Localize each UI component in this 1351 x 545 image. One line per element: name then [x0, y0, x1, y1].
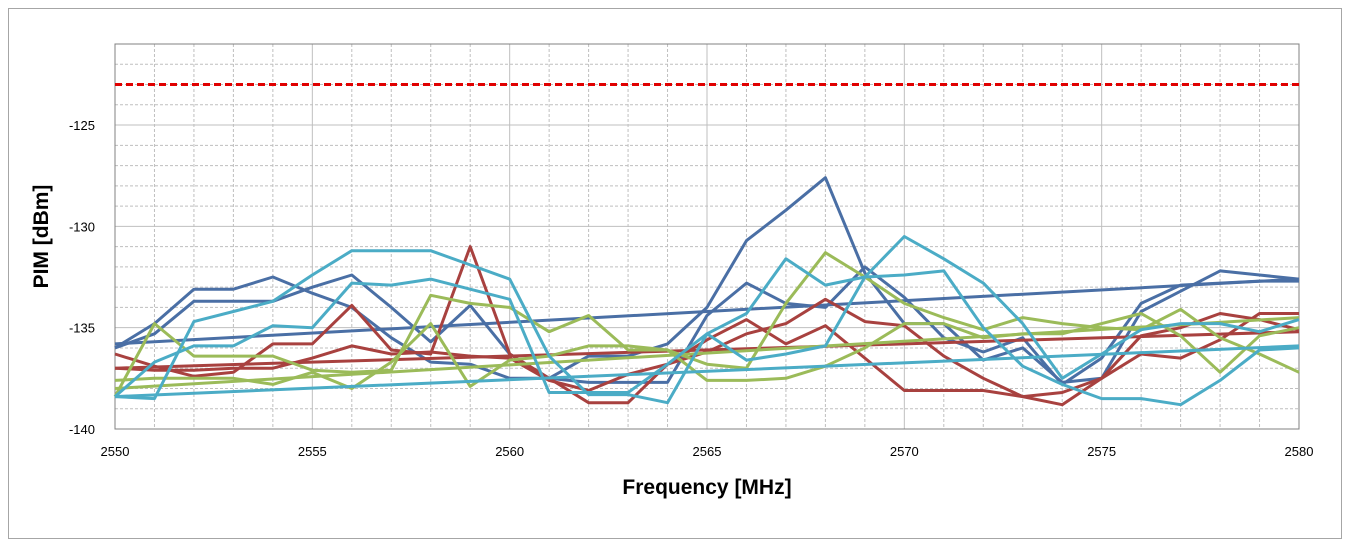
y-axis-title: PIM [dBm] [30, 185, 53, 289]
chart-frame [8, 8, 1342, 539]
plot-area [114, 43, 1300, 430]
y-tick-label: -140 [69, 422, 95, 437]
x-tick-label: 2575 [1087, 444, 1116, 459]
series-line-6 [114, 330, 1300, 370]
x-axis-ticks: 2550 2555 2560 2565 2570 2575 2580 [101, 444, 1314, 459]
x-tick-label: 2580 [1285, 444, 1314, 459]
x-axis-title: Frequency [MHz] [622, 476, 791, 499]
series-line-8 [114, 312, 1300, 390]
y-tick-label: -130 [69, 219, 95, 234]
series-line-2 [114, 265, 1299, 386]
y-tick-label: -125 [69, 118, 95, 133]
x-tick-label: 2570 [890, 444, 919, 459]
series-line-12 [114, 344, 1300, 399]
y-axis-ticks: -125 -130 -135 -140 [69, 118, 95, 437]
x-tick-label: 2560 [495, 444, 524, 459]
x-tick-label: 2565 [693, 444, 722, 459]
series-line-11 [114, 269, 1300, 407]
series-line-9 [114, 316, 1300, 390]
series-line-7 [113, 251, 1300, 398]
series-group [113, 176, 1300, 407]
y-tick-label: -135 [69, 321, 95, 336]
x-tick-label: 2555 [298, 444, 327, 459]
series-line-3 [114, 277, 1300, 346]
x-tick-label: 2550 [101, 444, 130, 459]
